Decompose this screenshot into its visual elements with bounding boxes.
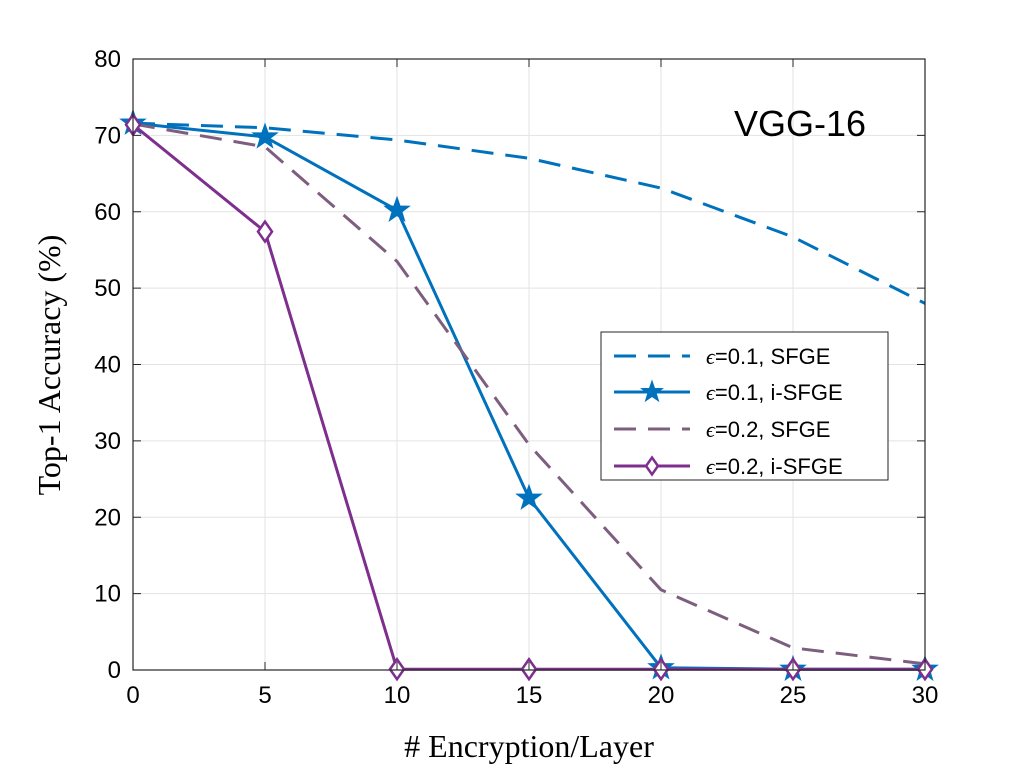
- tick-labels: 0 5 10 15 20 25 30 0 10 20 30 40 50 60 70 80: [94, 46, 938, 709]
- y-tick-label: 50: [94, 275, 121, 302]
- legend-series-name: =0.2, SFGE: [715, 417, 831, 442]
- x-axis-label: # Encryption/Layer: [404, 728, 654, 764]
- y-tick-label: 60: [94, 199, 121, 226]
- legend-symbol: ϵ: [706, 454, 716, 479]
- data-point-star: [383, 195, 411, 222]
- x-tick-label: 30: [912, 682, 939, 709]
- legend-entry: ϵ=0.1, SFGE: [614, 344, 830, 369]
- y-tick-label: 30: [94, 428, 121, 455]
- data-point-star: [515, 483, 543, 510]
- y-tick-label: 0: [108, 657, 121, 684]
- y-tick-label: 80: [94, 46, 121, 73]
- legend-label: ϵ=0.1, i-SFGE: [706, 380, 843, 405]
- legend-symbol: ϵ: [706, 344, 716, 369]
- y-tick-label: 20: [94, 504, 121, 531]
- x-tick-label: 20: [648, 682, 675, 709]
- x-tick-label: 15: [516, 682, 543, 709]
- legend-series-name: =0.1, SFGE: [715, 344, 831, 369]
- x-tick-label: 5: [258, 682, 271, 709]
- legend-label: ϵ=0.2, SFGE: [706, 417, 830, 442]
- legend-symbol: ϵ: [706, 380, 716, 405]
- y-tick-label: 70: [94, 122, 121, 149]
- data-point-diamond: [256, 219, 274, 244]
- y-tick-label: 40: [94, 352, 121, 379]
- legend-entry: ϵ=0.2, i-SFGE: [614, 454, 843, 479]
- legend-symbol: ϵ: [706, 417, 716, 442]
- legend-entry: ϵ=0.2, SFGE: [614, 417, 830, 442]
- x-tick-label: 10: [384, 682, 411, 709]
- ticks: [132, 58, 926, 671]
- annotation-model-name: VGG-16: [734, 103, 866, 144]
- y-tick-label: 10: [94, 581, 121, 608]
- data-point-diamond: [644, 455, 660, 477]
- legend-series-name: =0.2, i-SFGE: [715, 454, 843, 479]
- data-point-star: [640, 379, 664, 403]
- x-tick-label: 0: [126, 682, 139, 709]
- grid: [133, 59, 925, 670]
- legend-entry: ϵ=0.1, i-SFGE: [614, 379, 843, 405]
- y-axis-label: Top-1 Accuracy (%): [31, 235, 67, 496]
- legend-label: ϵ=0.1, SFGE: [706, 344, 830, 369]
- x-tick-label: 25: [780, 682, 807, 709]
- data-point-star: [251, 122, 279, 149]
- legend-series-name: =0.1, i-SFGE: [715, 380, 843, 405]
- legend-label: ϵ=0.2, i-SFGE: [706, 454, 843, 479]
